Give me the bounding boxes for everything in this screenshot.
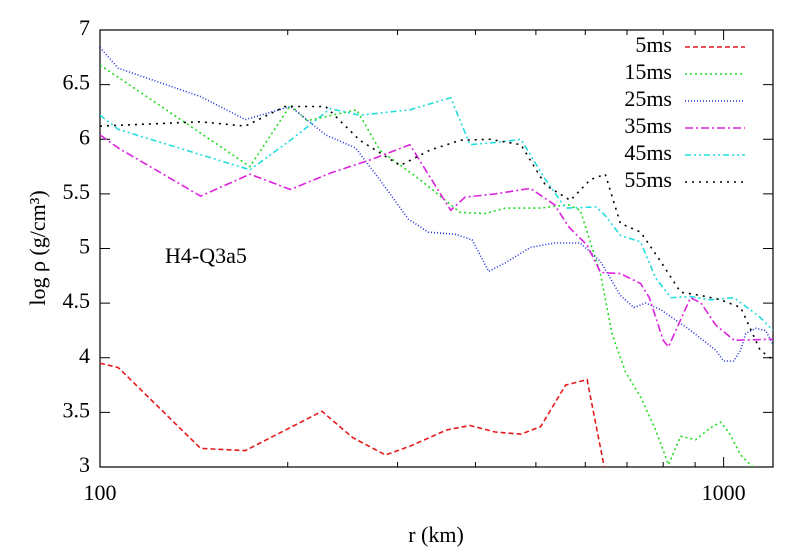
series-line: [100, 362, 606, 467]
legend-label: 15ms: [624, 59, 672, 84]
y-tick-label: 6: [79, 124, 90, 149]
series-line: [100, 46, 773, 362]
plot-area: [100, 46, 773, 467]
legend-label: 55ms: [624, 167, 672, 192]
series-line: [100, 134, 773, 349]
annotation: H4-Q3a5: [165, 243, 247, 268]
legend-label: 5ms: [635, 32, 672, 57]
y-tick-label: 3: [79, 452, 90, 477]
x-tick-label: 1000: [702, 480, 746, 505]
series-line: [100, 105, 773, 361]
x-axis-label: r (km): [408, 522, 464, 547]
legend-label: 45ms: [624, 140, 672, 165]
y-tick-label: 4.5: [63, 288, 91, 313]
y-tick-label: 3.5: [63, 397, 91, 422]
legend-label: 25ms: [624, 86, 672, 111]
x-tick-label: 100: [84, 480, 117, 505]
y-tick-label: 6.5: [63, 70, 91, 95]
y-tick-label: 4: [79, 343, 90, 368]
legend-label: 35ms: [624, 113, 672, 138]
series-line: [100, 64, 754, 467]
y-axis-label: log ρ (g/cm³): [25, 190, 50, 305]
y-tick-label: 7: [79, 15, 90, 40]
series-line: [100, 96, 773, 331]
y-tick-label: 5.5: [63, 179, 91, 204]
y-tick-label: 5: [79, 234, 90, 259]
